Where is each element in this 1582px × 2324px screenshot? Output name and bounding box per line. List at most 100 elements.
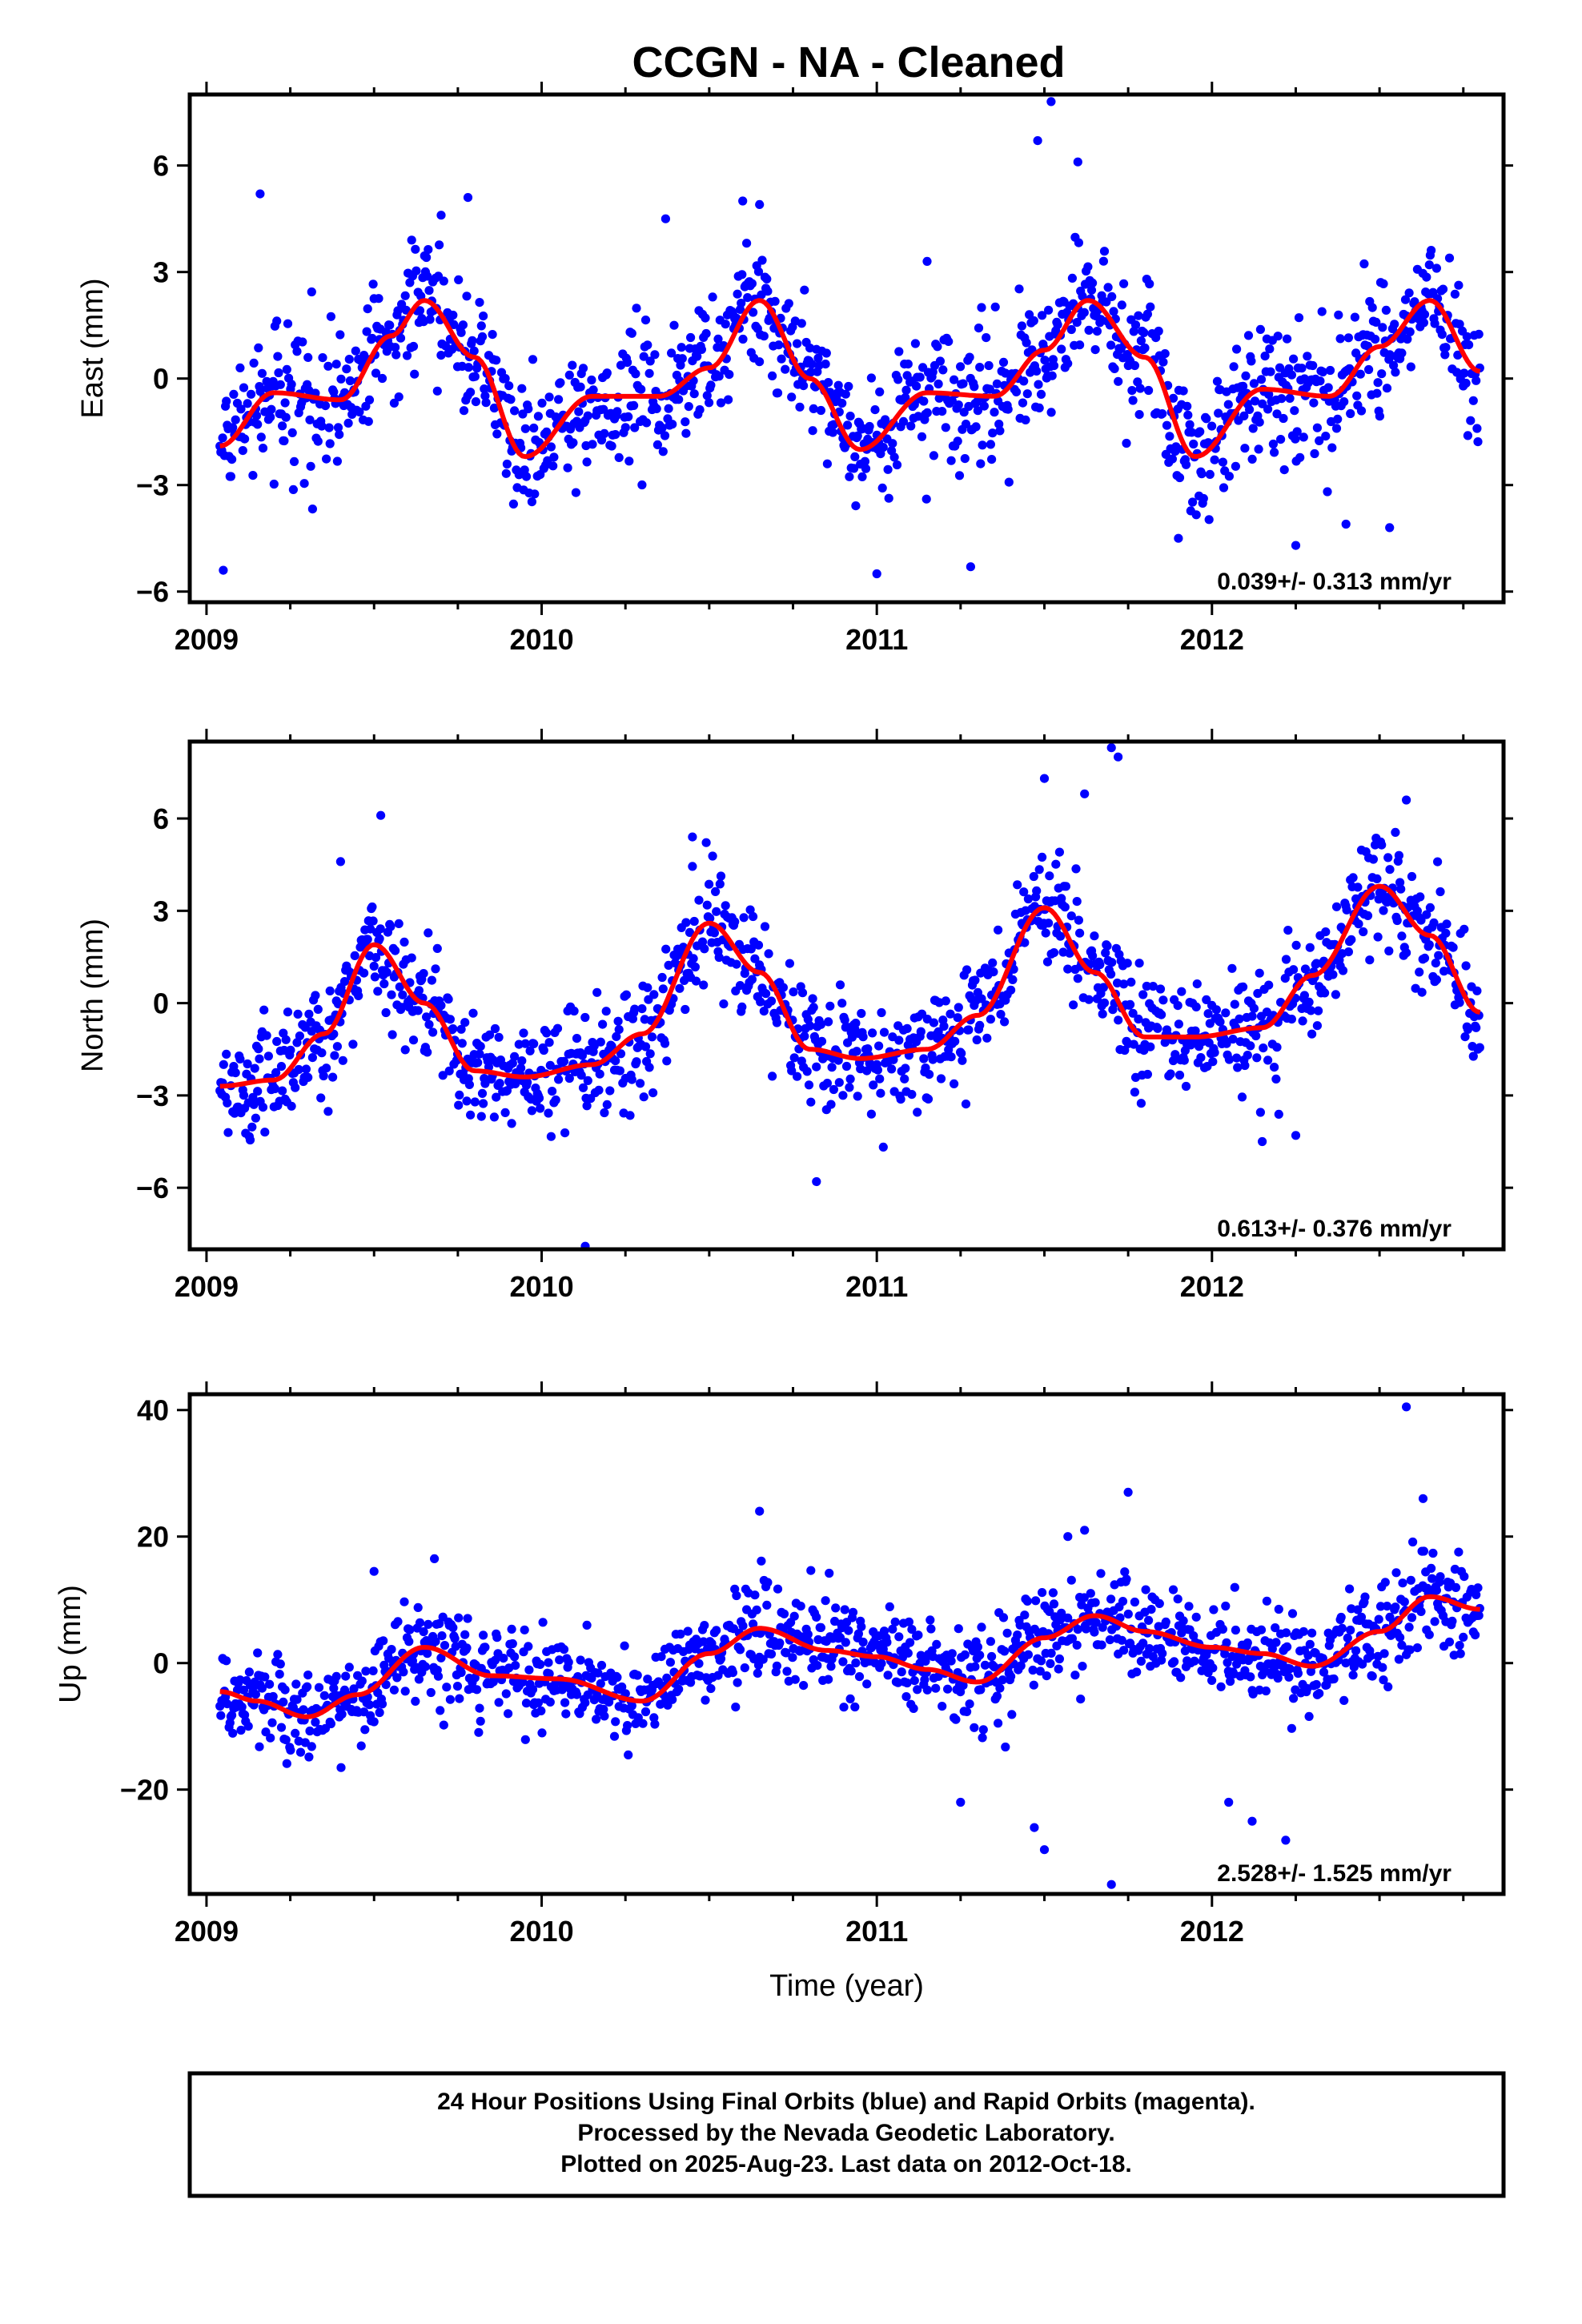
data-point xyxy=(1308,360,1318,371)
data-point xyxy=(319,1691,329,1700)
data-point xyxy=(851,1019,861,1028)
data-point xyxy=(362,327,371,336)
data-point xyxy=(614,452,624,463)
data-point xyxy=(1114,376,1123,386)
data-point xyxy=(1358,1659,1367,1669)
data-point xyxy=(822,459,832,468)
data-point xyxy=(460,1018,470,1027)
data-point xyxy=(624,1750,633,1759)
data-point xyxy=(488,330,497,340)
data-point xyxy=(749,911,758,922)
data-point xyxy=(929,451,938,460)
data-point xyxy=(806,368,816,377)
data-point xyxy=(475,298,484,308)
data-point xyxy=(753,267,764,276)
data-point xyxy=(970,975,980,985)
data-point xyxy=(529,423,539,433)
data-point xyxy=(866,1109,876,1119)
data-point xyxy=(1454,280,1464,290)
data-point xyxy=(773,388,783,398)
data-point xyxy=(985,384,994,394)
footer-line-1: 24 Hour Positions Using Final Orbits (bl… xyxy=(437,2089,1255,2115)
data-point xyxy=(915,372,925,382)
data-point xyxy=(1022,1596,1032,1606)
data-point xyxy=(1462,332,1472,341)
data-point xyxy=(702,391,712,400)
data-point xyxy=(879,1027,889,1037)
data-point xyxy=(681,417,690,427)
data-point xyxy=(841,389,850,399)
data-point xyxy=(248,1092,258,1102)
data-point xyxy=(258,1103,268,1112)
data-point xyxy=(1120,1045,1130,1055)
data-point xyxy=(1295,452,1305,462)
data-point xyxy=(226,472,235,481)
data-point xyxy=(1162,420,1172,430)
data-point xyxy=(419,969,428,979)
data-point xyxy=(1383,1682,1393,1691)
data-point xyxy=(524,404,533,414)
data-point xyxy=(377,1699,387,1709)
data-point xyxy=(1424,1630,1434,1639)
y-tick-label: 0 xyxy=(153,363,169,396)
data-point xyxy=(785,959,795,968)
data-point xyxy=(325,986,335,995)
data-point xyxy=(1298,1016,1307,1026)
data-point xyxy=(499,1654,508,1663)
data-point xyxy=(846,1667,856,1676)
data-point xyxy=(1247,1011,1257,1021)
data-point xyxy=(413,1602,423,1612)
data-point xyxy=(1051,859,1061,869)
data-point xyxy=(738,334,748,344)
data-point xyxy=(508,499,519,509)
data-point xyxy=(462,1096,472,1106)
data-point xyxy=(282,364,291,374)
data-point xyxy=(1245,404,1255,414)
data-point xyxy=(1243,1051,1252,1060)
data-point xyxy=(1109,307,1118,316)
data-point xyxy=(1464,340,1474,350)
data-point xyxy=(1239,381,1248,391)
data-point xyxy=(1371,335,1380,344)
data-point xyxy=(1261,1686,1271,1696)
data-point xyxy=(471,397,481,407)
data-point xyxy=(639,1092,648,1102)
data-point xyxy=(1141,1585,1150,1594)
data-point xyxy=(1029,1680,1038,1690)
data-point xyxy=(632,1671,642,1680)
data-point xyxy=(1006,985,1016,995)
data-point xyxy=(1017,321,1026,331)
data-point xyxy=(1382,1602,1392,1611)
data-point xyxy=(858,1032,868,1042)
data-point xyxy=(1303,352,1312,361)
data-point xyxy=(756,997,765,1007)
data-point xyxy=(805,1021,815,1031)
data-point xyxy=(489,403,500,413)
y-tick-label: 20 xyxy=(137,1521,169,1554)
data-point xyxy=(1318,367,1327,377)
data-point xyxy=(533,412,544,421)
data-point xyxy=(1347,935,1356,944)
data-point xyxy=(1090,1598,1100,1607)
data-point xyxy=(889,1055,898,1064)
data-point-outlier xyxy=(966,562,975,572)
data-point xyxy=(644,1063,654,1072)
data-point xyxy=(970,382,979,392)
data-point xyxy=(645,356,655,366)
data-point xyxy=(326,1719,335,1729)
data-point xyxy=(1425,903,1435,912)
data-point xyxy=(262,1031,271,1040)
data-point xyxy=(439,276,448,286)
data-point xyxy=(1368,854,1378,864)
data-point-outlier xyxy=(1063,1532,1073,1542)
data-point xyxy=(1380,1578,1390,1587)
data-point xyxy=(822,1079,832,1088)
data-point xyxy=(650,350,660,360)
data-point xyxy=(931,1683,941,1693)
data-point xyxy=(898,416,909,427)
data-point xyxy=(1427,1574,1437,1583)
data-point xyxy=(1160,349,1170,359)
data-point xyxy=(374,294,383,304)
data-point xyxy=(1339,397,1349,407)
data-point xyxy=(636,1079,645,1088)
